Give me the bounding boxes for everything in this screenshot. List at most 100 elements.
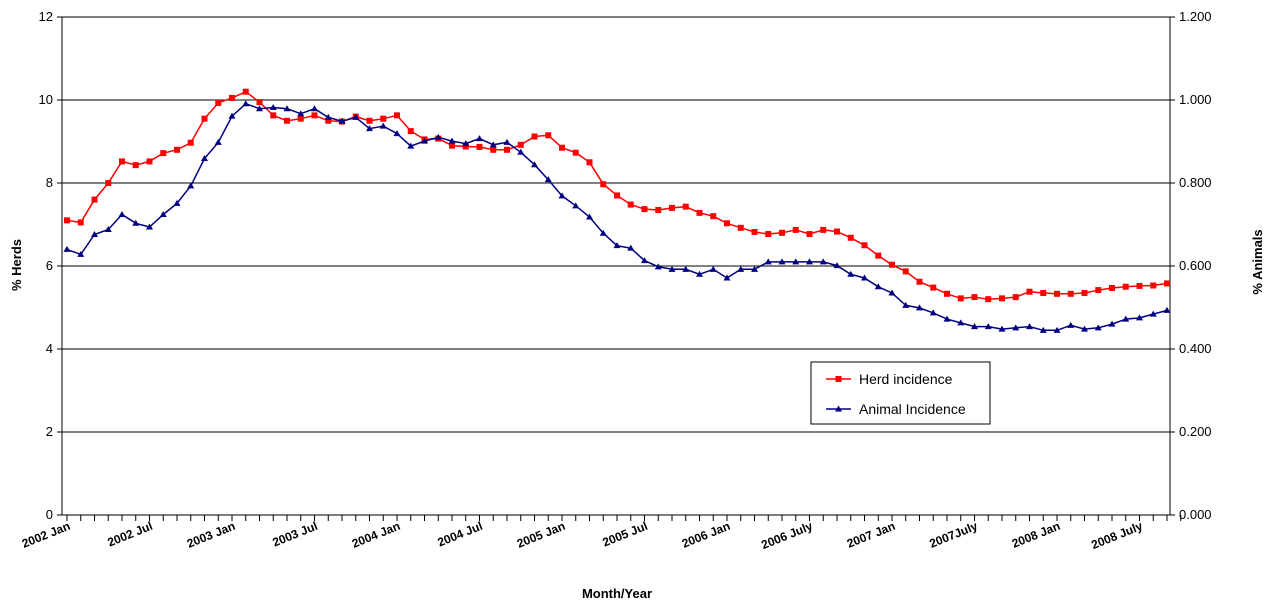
- herd-incidence-point: [394, 112, 400, 119]
- herd-incidence-point: [1095, 287, 1102, 294]
- herd-incidence-point: [407, 128, 414, 135]
- herd-incidence-point: [889, 261, 895, 268]
- herd-incidence-point: [861, 242, 868, 249]
- x-tick-label: 2008 Jan: [1010, 519, 1062, 551]
- legend-herd-marker: [835, 376, 842, 382]
- herd-incidence-point: [710, 213, 717, 220]
- animal-incidence-point: [709, 265, 717, 272]
- animal-incidence-point: [63, 245, 71, 252]
- animal-incidence-point: [1149, 310, 1157, 317]
- herd-incidence-point: [476, 143, 483, 150]
- animal-incidence-point: [696, 270, 703, 277]
- herd-incidence-point: [1012, 294, 1019, 301]
- herd-incidence-point: [751, 228, 758, 235]
- animal-incidence-point: [104, 225, 112, 232]
- animal-incidence-point: [682, 265, 690, 272]
- animal-incidence-point: [283, 105, 291, 112]
- y-left-tick-label: 8: [46, 175, 53, 190]
- herd-incidence-point: [531, 133, 538, 140]
- herd-incidence-point: [971, 294, 978, 301]
- herd-incidence-point: [229, 94, 235, 101]
- herd-incidence-point: [270, 112, 277, 119]
- herd-incidence-point: [586, 159, 593, 166]
- y-right-tick-label: 0.400: [1179, 341, 1212, 356]
- herd-incidence-point: [682, 203, 689, 210]
- animal-incidence-point: [214, 138, 222, 145]
- animal-incidence-point: [723, 274, 731, 281]
- animal-incidence-point: [764, 258, 772, 265]
- animal-incidence-point: [379, 122, 387, 129]
- legend-animal-marker: [835, 405, 842, 412]
- animal-incidence-point: [269, 103, 277, 110]
- herd-incidence-point: [875, 252, 882, 259]
- herd-incidence-point: [916, 278, 923, 285]
- animal-incidence-point: [654, 263, 662, 270]
- animal-incidence-point: [366, 125, 373, 132]
- animal-incidence-point: [118, 211, 126, 218]
- animal-incidence-point: [544, 176, 552, 183]
- herd-incidence-point: [641, 206, 648, 213]
- herd-incidence-point: [1026, 288, 1033, 295]
- herd-incidence-point: [655, 206, 662, 213]
- x-tick-label: 2002 Jul: [105, 519, 154, 550]
- y-left-tick-label: 6: [46, 258, 53, 273]
- x-tick-label: 2003 Jan: [185, 519, 237, 551]
- animal-incidence-point: [586, 213, 593, 220]
- x-tick-label: 2002 Jan: [20, 519, 72, 551]
- animal-incidence-point: [1081, 325, 1088, 332]
- herd-incidence-point: [160, 150, 167, 157]
- y-right-tick-label: 1.200: [1179, 9, 1212, 24]
- herd-incidence-point: [999, 295, 1005, 302]
- herd-incidence-point: [834, 228, 840, 235]
- animal-incidence-point: [187, 182, 195, 189]
- herd-incidence-point: [119, 158, 125, 165]
- x-tick-label: 2007 Jan: [845, 519, 897, 551]
- herd-incidence-point: [572, 149, 579, 156]
- herd-incidence-point: [614, 192, 620, 199]
- herd-incidence-point: [504, 146, 510, 153]
- animal-incidence-point: [91, 230, 98, 237]
- animal-incidence-point: [531, 161, 538, 168]
- herd-incidence-point: [174, 146, 180, 153]
- axes: [57, 16, 1182, 521]
- animal-incidence-point: [627, 244, 635, 251]
- animal-incidence-point: [503, 138, 511, 145]
- herd-incidence-point: [600, 181, 607, 188]
- animal-incidence-point: [957, 319, 965, 326]
- herd-incidence-point: [242, 88, 249, 95]
- herd-incidence-point: [985, 296, 992, 303]
- animal-incidence-point: [489, 141, 497, 148]
- herd-incidence-point: [462, 143, 469, 150]
- herd-incidence-point: [1054, 290, 1060, 297]
- animal-incidence-point: [393, 130, 401, 137]
- herd-incidence-point: [820, 226, 827, 233]
- x-tick-label: 2005 Jan: [515, 519, 567, 551]
- herd-incidence-point: [132, 162, 139, 169]
- herd-incidence-point: [627, 201, 634, 208]
- x-tick-label: 2005 Jul: [600, 519, 649, 550]
- animal-incidence-point: [971, 323, 978, 330]
- x-axis-title: Month/Year: [582, 586, 652, 601]
- herd-incidence-point: [105, 180, 112, 186]
- animal-incidence-point: [641, 257, 648, 264]
- animal-incidence-point: [668, 265, 676, 272]
- herd-incidence-point: [146, 158, 153, 165]
- animal-incidence-point: [861, 274, 868, 281]
- gridlines: [62, 99, 1170, 433]
- herd-incidence-point: [1040, 289, 1047, 296]
- herd-incidence-point: [490, 146, 497, 153]
- herd-incidence-point: [902, 268, 909, 275]
- y-left-tick-label: 2: [46, 424, 53, 439]
- animal-incidence-point: [1053, 326, 1061, 333]
- y-right-tick-label: 1.000: [1179, 92, 1212, 107]
- animal-incidence-point: [751, 265, 758, 272]
- animal-incidence-point: [943, 315, 951, 322]
- y-axis-left-title: % Herds: [9, 239, 24, 291]
- y-right-tick-label: 0.200: [1179, 424, 1212, 439]
- animal-incidence-point: [324, 113, 332, 120]
- y-axis-right-title: % Animals: [1250, 229, 1265, 294]
- animal-incidence-point: [1039, 326, 1047, 333]
- x-tick-label: 2003 Jul: [270, 519, 319, 550]
- animal-incidence-point: [902, 301, 910, 308]
